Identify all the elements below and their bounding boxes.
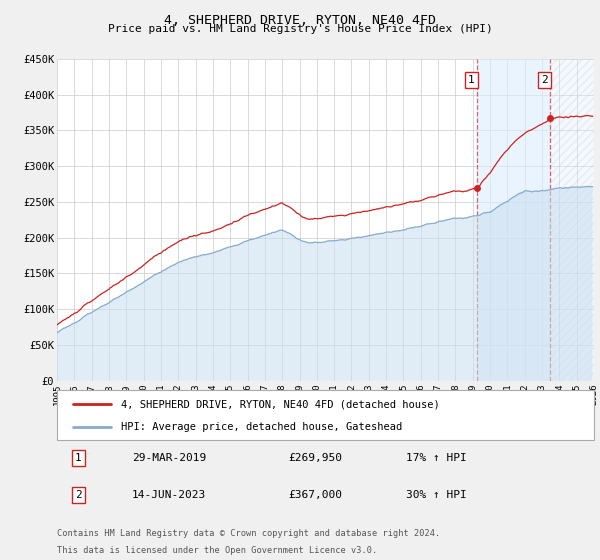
Text: £269,950: £269,950 [288,453,342,463]
Bar [550,59,594,381]
Text: 2: 2 [541,75,548,85]
Text: This data is licensed under the Open Government Licence v3.0.: This data is licensed under the Open Gov… [57,546,377,555]
Text: 4, SHEPHERD DRIVE, RYTON, NE40 4FD (detached house): 4, SHEPHERD DRIVE, RYTON, NE40 4FD (deta… [121,399,440,409]
Text: Contains HM Land Registry data © Crown copyright and database right 2024.: Contains HM Land Registry data © Crown c… [57,529,440,538]
Bar [477,59,550,381]
Text: 1: 1 [75,453,82,463]
Text: £367,000: £367,000 [288,490,342,500]
Text: 14-JUN-2023: 14-JUN-2023 [132,490,206,500]
Text: Price paid vs. HM Land Registry's House Price Index (HPI): Price paid vs. HM Land Registry's House … [107,24,493,34]
Text: 30% ↑ HPI: 30% ↑ HPI [406,490,467,500]
Text: 1: 1 [468,75,475,85]
FancyBboxPatch shape [57,390,594,440]
Text: 2: 2 [75,490,82,500]
Text: 29-MAR-2019: 29-MAR-2019 [132,453,206,463]
Text: HPI: Average price, detached house, Gateshead: HPI: Average price, detached house, Gate… [121,422,403,432]
Text: 4, SHEPHERD DRIVE, RYTON, NE40 4FD: 4, SHEPHERD DRIVE, RYTON, NE40 4FD [164,14,436,27]
Text: 17% ↑ HPI: 17% ↑ HPI [406,453,467,463]
